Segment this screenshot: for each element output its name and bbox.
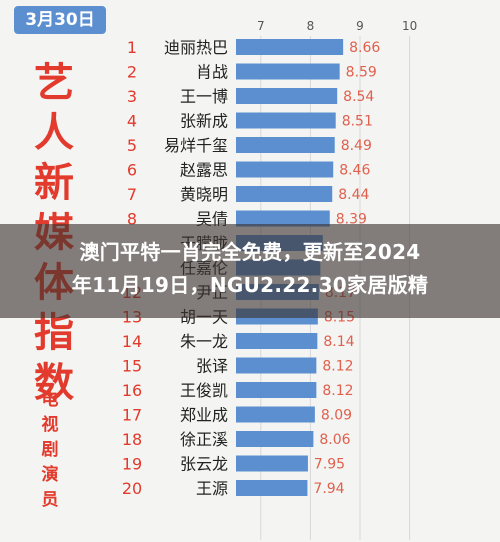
value-label: 8.44 (338, 187, 369, 203)
category-label: 王俊凯 (180, 381, 228, 400)
value-label: 8.66 (349, 40, 380, 56)
rank-label: 3 (127, 87, 137, 106)
x-tick-label: 9 (356, 19, 364, 33)
rank-label: 20 (122, 479, 142, 498)
rank-label: 2 (127, 63, 137, 82)
value-label: 7.94 (313, 481, 344, 497)
x-tick-label: 10 (402, 19, 417, 33)
side-title-char: 新 (34, 160, 74, 206)
side-subtitle-char: 员 (41, 490, 59, 510)
value-label: 8.49 (341, 138, 372, 154)
value-label: 8.12 (322, 359, 353, 375)
side-title-char: 数 (34, 360, 74, 406)
value-label: 8.51 (342, 114, 373, 130)
headline-text: 澳门平特一肖完全免费，更新至2024 年11月19日，NGU2.22.30家居版… (0, 236, 500, 302)
bar (236, 431, 314, 447)
rank-label: 5 (127, 136, 137, 155)
bar (236, 210, 330, 227)
bar (236, 161, 334, 178)
category-label: 肖战 (196, 63, 228, 82)
date-badge: 3月30日 (14, 6, 106, 34)
value-label: 8.59 (346, 65, 377, 81)
side-title-char: 人 (34, 110, 74, 156)
bar (236, 480, 308, 496)
bar (236, 455, 308, 472)
headline-line-2: 年11月19日，NGU2.22.30家居版精 (71, 273, 429, 297)
side-subtitle-char: 剧 (41, 440, 59, 460)
rank-label: 16 (122, 381, 142, 400)
bar (236, 63, 340, 80)
value-label: 8.14 (323, 334, 354, 350)
side-title-char: 艺 (34, 60, 74, 106)
category-label: 易烊千玺 (164, 136, 228, 155)
value-label: 8.12 (322, 383, 353, 399)
bar (236, 333, 318, 349)
value-label: 8.54 (343, 89, 374, 105)
x-tick-label: 7 (257, 19, 265, 33)
side-subtitle-char: 演 (41, 465, 59, 485)
category-label: 王源 (196, 479, 228, 498)
rank-label: 6 (127, 161, 137, 180)
side-subtitle-char: 电 (41, 390, 59, 410)
category-label: 吴倩 (196, 210, 228, 229)
rank-label: 8 (127, 210, 137, 229)
side-subtitle: 电 视 剧 演 员 (37, 388, 63, 513)
bar (236, 382, 317, 398)
category-label: 张新成 (180, 112, 228, 131)
category-label: 徐正溪 (180, 430, 228, 449)
rank-label: 14 (122, 332, 142, 351)
bar (236, 88, 338, 104)
rank-label: 7 (127, 185, 137, 204)
value-label: 8.39 (336, 212, 367, 228)
bar (236, 357, 317, 374)
rank-label: 15 (122, 357, 142, 376)
side-asterisk: * (44, 368, 52, 387)
category-label: 郑业成 (180, 406, 228, 425)
bar (236, 137, 335, 153)
side-subtitle-char: 视 (41, 415, 59, 435)
headline-line-1: 澳门平特一肖完全免费，更新至2024 (79, 240, 421, 264)
bar (236, 186, 333, 202)
rank-label: 1 (127, 38, 137, 57)
category-label: 黄晓明 (180, 185, 228, 204)
rank-label: 18 (122, 430, 142, 449)
value-label: 7.95 (314, 457, 345, 473)
bar (236, 112, 336, 129)
category-label: 王一博 (180, 87, 228, 106)
category-label: 朱一龙 (180, 332, 228, 351)
bar (236, 39, 344, 55)
rank-label: 4 (127, 112, 137, 131)
value-label: 8.06 (319, 432, 350, 448)
category-label: 迪丽热巴 (164, 38, 228, 57)
category-label: 张译 (196, 357, 228, 376)
rank-label: 19 (122, 455, 142, 474)
headline-overlay (0, 224, 500, 318)
bar (236, 406, 315, 423)
x-tick-label: 8 (307, 19, 315, 33)
value-label: 8.46 (339, 163, 370, 179)
rank-label: 17 (122, 406, 142, 425)
value-label: 8.09 (321, 408, 352, 424)
category-label: 张云龙 (180, 455, 228, 474)
category-label: 赵露思 (180, 161, 228, 180)
